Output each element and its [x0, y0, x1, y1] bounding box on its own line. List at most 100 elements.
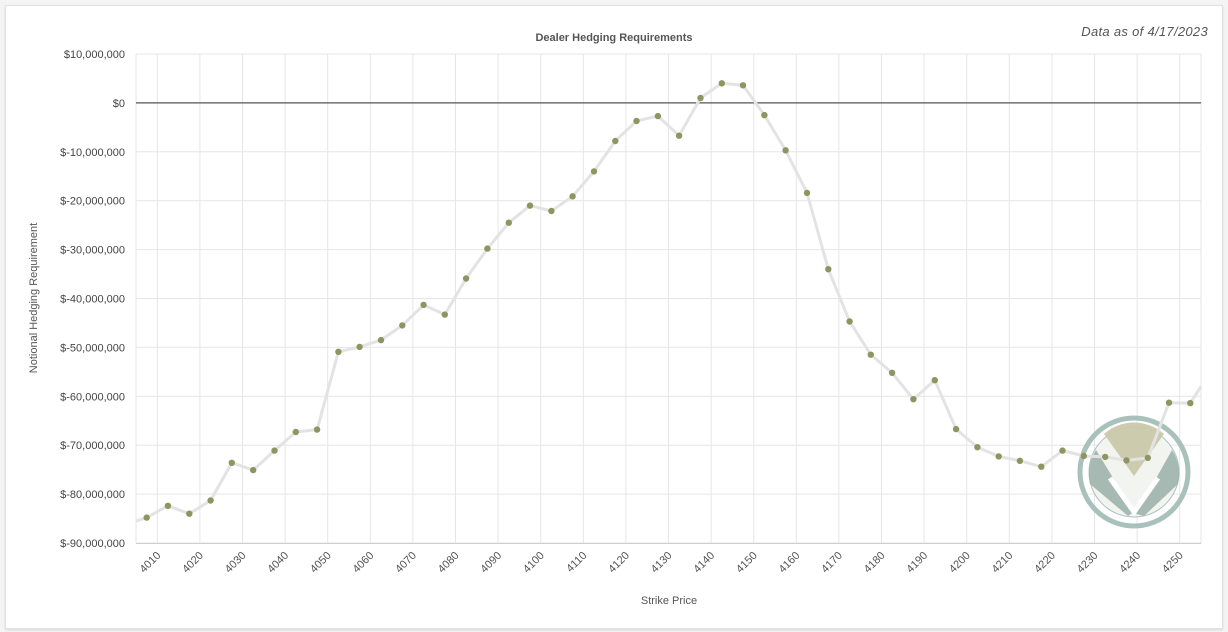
x-tick-label: 4190	[904, 550, 930, 576]
data-point	[377, 336, 385, 344]
data-point	[207, 497, 214, 504]
y-tick-label: $10,000,000	[64, 49, 125, 61]
x-tick-label: 4150	[734, 550, 760, 576]
data-point	[846, 318, 853, 325]
y-tick-label: $-70,000,000	[60, 440, 125, 452]
data-point	[697, 94, 704, 102]
logo-v-stroke	[1107, 476, 1161, 517]
data-point	[910, 396, 917, 403]
y-tick-label: $-40,000,000	[60, 294, 125, 306]
y-tick-label: $-80,000,000	[60, 489, 125, 501]
data-point	[484, 245, 491, 252]
y-tick-label: $-10,000,000	[60, 147, 125, 159]
series-line	[135, 81, 1203, 523]
data-point	[1038, 463, 1045, 470]
x-tick-label: 4140	[691, 550, 717, 576]
data-point	[931, 377, 938, 384]
data-markers	[143, 80, 1194, 521]
grid-lines	[135, 53, 1202, 544]
y-tick-label: $-50,000,000	[60, 342, 125, 354]
logo-shape-top	[1104, 422, 1164, 476]
x-tick-label: 4080	[436, 550, 462, 576]
logo-shape-right	[1136, 450, 1180, 516]
x-tick-label: 4170	[819, 550, 845, 576]
data-point	[1123, 457, 1130, 464]
x-tick-label: 4230	[1075, 550, 1101, 576]
data-point	[164, 502, 172, 509]
x-tick-label: 4070	[393, 550, 419, 576]
data-point	[250, 466, 257, 474]
data-point	[335, 348, 342, 355]
data-point	[271, 447, 278, 454]
x-tick-label: 4240	[1117, 550, 1143, 576]
data-point	[569, 193, 576, 200]
v-shield-watermark-icon	[1077, 415, 1191, 529]
data-point	[825, 266, 832, 273]
y-tick-label: $-30,000,000	[60, 245, 125, 257]
x-axis-ticks: 4010 4020 4030 4040 4050 4060 4070 4080 4090 4100…	[138, 550, 1186, 576]
x-tick-label: 4110	[564, 550, 589, 575]
data-point	[974, 444, 981, 451]
data-point	[782, 147, 789, 154]
data-point	[1080, 452, 1088, 460]
y-axis-label: Notional Hedging Requirement	[28, 223, 40, 373]
data-point	[186, 510, 193, 517]
x-tick-label: 4160	[777, 550, 803, 576]
x-tick-label: 4200	[947, 550, 973, 576]
data-point	[1144, 454, 1152, 462]
data-point	[143, 514, 150, 521]
data-point	[888, 369, 896, 376]
x-tick-label: 4020	[180, 550, 206, 576]
x-tick-label: 4210	[990, 550, 1016, 576]
logo-ring	[1077, 415, 1191, 529]
data-point	[313, 426, 321, 433]
data-point	[420, 301, 427, 309]
data-point	[1016, 457, 1024, 464]
data-point	[995, 453, 1002, 460]
x-tick-label: 4030	[223, 550, 249, 576]
data-point	[633, 117, 640, 125]
x-tick-label: 4060	[351, 550, 377, 576]
x-tick-label: 4220	[1032, 550, 1058, 576]
x-tick-label: 4100	[521, 550, 547, 576]
data-point	[548, 207, 555, 215]
data-point	[718, 80, 725, 87]
data-point	[1102, 453, 1109, 461]
x-tick-label: 4130	[649, 550, 675, 576]
x-axis-label: Strike Price	[641, 595, 697, 607]
data-as-of-label: Data as of 4/17/2023	[1081, 24, 1208, 39]
chart-card: Data as of 4/17/2023	[5, 5, 1223, 629]
data-point	[590, 168, 598, 175]
data-point	[612, 137, 619, 145]
data-point	[441, 311, 448, 318]
x-tick-label: 4010	[138, 550, 164, 576]
data-point	[356, 343, 363, 351]
y-tick-label: $0	[113, 98, 125, 110]
x-tick-label: 4250	[1160, 550, 1186, 576]
data-point	[1059, 447, 1066, 454]
data-point	[739, 82, 747, 89]
x-tick-label: 4050	[308, 550, 334, 576]
data-point	[399, 322, 406, 329]
x-tick-label: 4180	[862, 550, 888, 576]
data-point	[803, 189, 811, 197]
data-point	[675, 132, 683, 139]
data-point	[867, 351, 874, 358]
data-point	[654, 112, 662, 120]
data-point	[952, 425, 960, 433]
x-tick-label: 4120	[606, 550, 632, 576]
data-point	[292, 428, 299, 436]
data-point	[526, 202, 534, 209]
y-tick-label: $-20,000,000	[60, 196, 125, 208]
data-point	[1165, 399, 1173, 406]
y-tick-label: $-60,000,000	[60, 391, 125, 403]
y-tick-label: $-90,000,000	[60, 538, 125, 550]
chart-title: Dealer Hedging Requirements	[535, 32, 692, 44]
data-point	[228, 459, 235, 466]
x-tick-label: 4090	[478, 550, 504, 576]
data-point	[761, 111, 768, 119]
data-point	[1187, 399, 1194, 407]
y-axis-ticks: $10,000,000 $0 $-10,000,000 $-20,000,000 $-3…	[60, 49, 125, 550]
data-point	[505, 219, 512, 226]
